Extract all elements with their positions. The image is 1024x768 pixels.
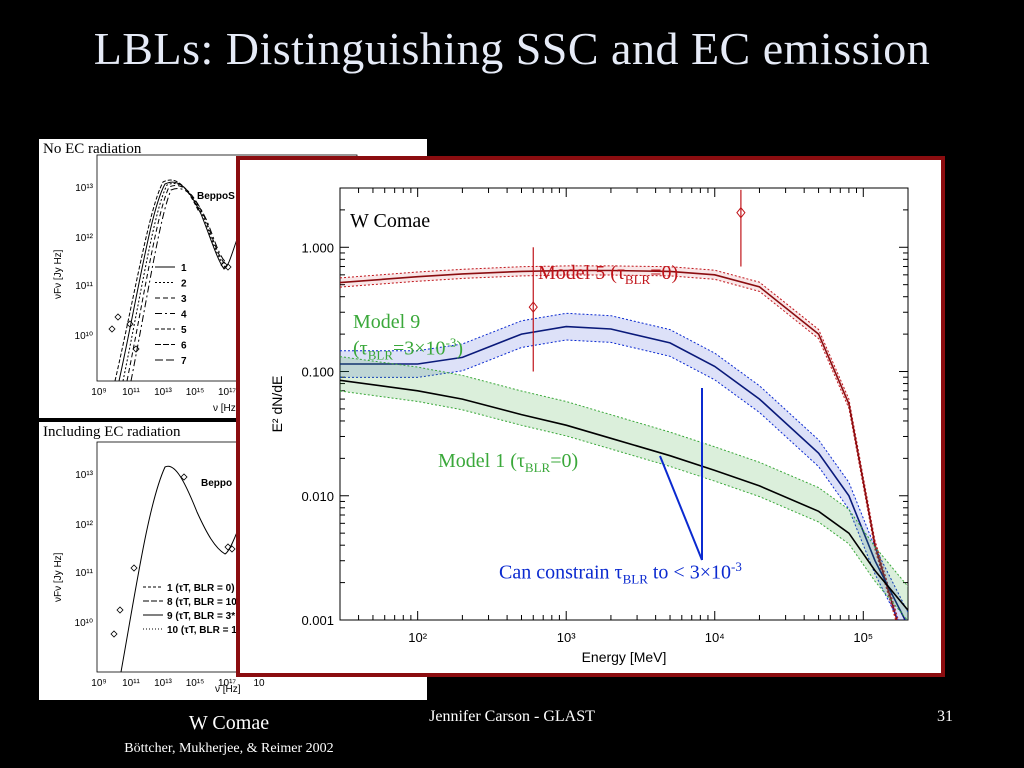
legend-label: 8 (τT, BLR = 10 — [167, 597, 237, 608]
y-tick-label: 0.010 — [301, 489, 334, 504]
main-chart-frame: 10² 10³ 10⁴ 10⁵ 1.000 0.100 0.010 0.001 Energy [… — [236, 156, 945, 677]
y-tick-label: 10¹⁰ — [75, 331, 93, 342]
main-chart: 10² 10³ 10⁴ 10⁵ 1.000 0.100 0.010 0.001 Energy [… — [269, 187, 909, 665]
y-axis-label-no-ec: νFν [Jy Hz] — [53, 249, 64, 299]
footer-source: W Comae — [188, 712, 270, 734]
legend-label: 10 (τT, BLR = 1 — [167, 625, 237, 636]
sed-curves-with-ec — [120, 465, 240, 673]
y-tick-label: 0.001 — [301, 613, 334, 628]
x-tick-label: 10⁹ — [91, 387, 106, 398]
legend-label: 2 — [181, 279, 187, 290]
constraint-pointer — [659, 455, 703, 561]
series-line — [340, 325, 907, 620]
x-axis-label-no-ec: ν [Hz — [213, 403, 236, 414]
series-line — [340, 379, 908, 611]
legend-label: 4 — [181, 310, 187, 321]
y-tick-label: 10¹⁰ — [75, 618, 93, 629]
y-tick-label: 0.100 — [301, 365, 334, 380]
panel-label-with-ec: Including EC radiation — [43, 424, 181, 440]
sed-plot-with-ec: 10¹³ 10¹² 10¹¹ 10¹⁰ 10⁹ 10¹¹ 10¹³ 10¹⁵ 10¹⁷ 10 Be… — [53, 441, 358, 695]
x-tick-label: 10¹⁵ — [186, 387, 205, 398]
legend-label: 1 (τT, BLR = 0) — [167, 583, 235, 594]
legend-label: 3 — [181, 294, 187, 305]
x-tick-label: 10² — [408, 630, 427, 645]
constraint-label: Can constrain τBLR to < 3×10-3 — [499, 559, 742, 587]
source-label: W Comae — [350, 210, 431, 232]
x-tick-label: 10¹⁵ — [186, 678, 205, 689]
x-tick-label: 10¹⁷ — [218, 678, 236, 689]
legend-label: 6 — [181, 341, 187, 352]
y-tick-label: 10¹¹ — [75, 568, 93, 579]
x-tick-label: 10¹¹ — [122, 387, 140, 398]
sed-data-markers-no-ec — [108, 261, 232, 353]
legend-with-ec: 1 (τT, BLR = 0) 8 (τT, BLR = 10 9 (τT, BLR… — [143, 583, 237, 636]
band-lower-edge — [340, 274, 897, 620]
footer-presenter: Jennifer Carson - GLAST — [429, 708, 595, 725]
uncertainty-band — [340, 356, 908, 620]
y-tick-label: 1.000 — [301, 240, 334, 255]
x-tick-label: 10⁴ — [705, 630, 725, 645]
footer-citation: Böttcher, Mukherjee, & Reimer 2002 — [124, 741, 334, 756]
sed-data-markers-with-ec — [110, 473, 236, 638]
y-axis-label: E² dN/dE — [269, 376, 285, 433]
band-upper-edge — [340, 312, 908, 613]
data-point — [736, 206, 746, 219]
band-upper-edge — [340, 265, 899, 620]
y-tick-label: 10¹² — [75, 233, 93, 244]
x-axis-label-with-ec: ν [Hz] — [215, 684, 241, 695]
footer-page-number: 31 — [937, 708, 953, 725]
y-axis-label-with-ec: νFν [Jy Hz] — [53, 552, 64, 602]
series-layer — [340, 265, 908, 620]
band-lower-edge — [340, 339, 899, 620]
instrument-label-with-ec: Beppo — [201, 478, 232, 489]
legend-label: 5 — [181, 325, 187, 336]
x-axis-label: Energy [MeV] — [582, 649, 667, 665]
x-tick-label: 10¹³ — [154, 678, 172, 689]
x-tick-label: 10 — [253, 678, 265, 689]
panel-label-no-ec: No EC radiation — [43, 141, 142, 157]
x-tick-label: 10⁹ — [91, 678, 106, 689]
y-tick-label: 10¹³ — [75, 183, 93, 194]
model1-label: Model 1 (τBLR=0) — [438, 450, 579, 475]
x-tick-label: 10³ — [557, 630, 576, 645]
ticks — [339, 187, 909, 621]
legend-label: 1 — [181, 263, 187, 274]
slide-title: LBLs: Distinguishing SSC and EC emission — [93, 23, 931, 74]
y-tick-label: 10¹¹ — [75, 281, 93, 292]
x-tick-label: 10¹³ — [154, 387, 172, 398]
x-tick-label: 10¹¹ — [122, 678, 140, 689]
x-tick-label: 10⁵ — [853, 630, 873, 645]
model5-label: Model 5 (τBLR=0) — [538, 262, 679, 287]
legend-label: 9 (τT, BLR = 3* — [167, 611, 235, 622]
legend-label: 7 — [181, 356, 187, 367]
sed-curves-no-ec — [114, 179, 240, 382]
model9-label: Model 9 (τBLR=3×10-3) — [353, 311, 464, 363]
y-tick-label: 10¹² — [75, 520, 93, 531]
data-point — [528, 301, 538, 313]
x-tick-label: 10¹⁷ — [218, 387, 236, 398]
instrument-label-no-ec: BeppoS — [197, 191, 235, 202]
y-tick-label: 10¹³ — [75, 470, 93, 481]
legend-no-ec: 1 2 3 4 5 6 7 — [155, 263, 187, 367]
plot-area — [339, 187, 909, 621]
series-line — [340, 269, 898, 620]
